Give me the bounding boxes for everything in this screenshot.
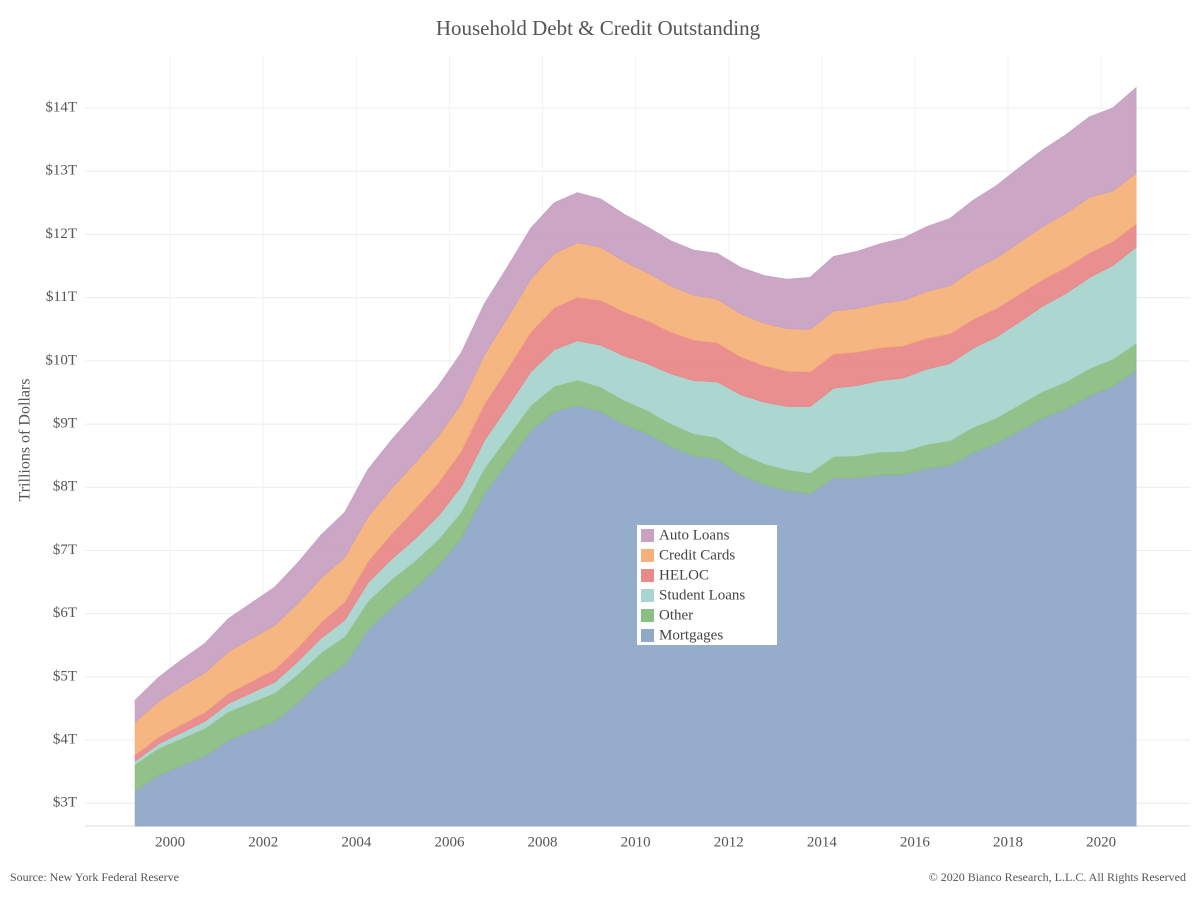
y-tick-label: $11T	[46, 289, 77, 305]
x-tick-label: 2016	[900, 834, 931, 850]
y-axis-label: Trillions of Dollars	[17, 379, 34, 502]
y-tick-label: $10T	[45, 352, 77, 368]
area	[134, 86, 1137, 723]
y-tick-label: $7T	[53, 542, 77, 558]
y-tick-label: $4T	[53, 731, 77, 747]
legend-label: Mortgages	[659, 627, 723, 643]
legend-label: Credit Cards	[659, 547, 735, 563]
x-tick-label: 2020	[1086, 834, 1116, 850]
x-tick-label: 2004	[341, 834, 372, 850]
legend-label: Other	[659, 607, 693, 623]
legend-label: Auto Loans	[659, 527, 730, 543]
legend-swatch	[641, 589, 654, 602]
y-tick-label: $14T	[45, 100, 77, 116]
x-tick-label: 2014	[807, 834, 838, 850]
legend-swatch	[641, 629, 654, 642]
y-tick-label: $13T	[45, 163, 77, 179]
legend-swatch	[641, 549, 654, 562]
y-tick-label: $9T	[53, 416, 77, 432]
legend-box	[637, 525, 777, 645]
x-tick-label: 2012	[714, 834, 744, 850]
y-tick-label: $3T	[53, 795, 77, 811]
y-tick-label: $12T	[45, 226, 77, 242]
chart-title: Household Debt & Credit Outstanding	[436, 16, 761, 40]
source-note: Source: New York Federal Reserve	[10, 870, 179, 884]
legend: Auto Loans Credit Cards HELOC Student Loans…	[637, 525, 777, 645]
legend-label: Student Loans	[659, 587, 745, 603]
legend-swatch	[641, 529, 654, 542]
x-tick-label: 2008	[528, 834, 558, 850]
y-tick-label: $8T	[53, 479, 77, 495]
y-tick-label: $5T	[53, 668, 77, 684]
x-tick-label: 2018	[993, 834, 1023, 850]
legend-swatch	[641, 569, 654, 582]
y-tick-label: $6T	[53, 605, 77, 621]
copyright-note: © 2020 Bianco Research, L.L.C. All Right…	[929, 870, 1186, 884]
x-tick-label: 2010	[621, 834, 651, 850]
x-tick-label: 2000	[155, 834, 185, 850]
legend-swatch	[641, 609, 654, 622]
x-tick-label: 2006	[434, 834, 465, 850]
x-tick-label: 2002	[248, 834, 278, 850]
legend-label: HELOC	[659, 567, 709, 583]
